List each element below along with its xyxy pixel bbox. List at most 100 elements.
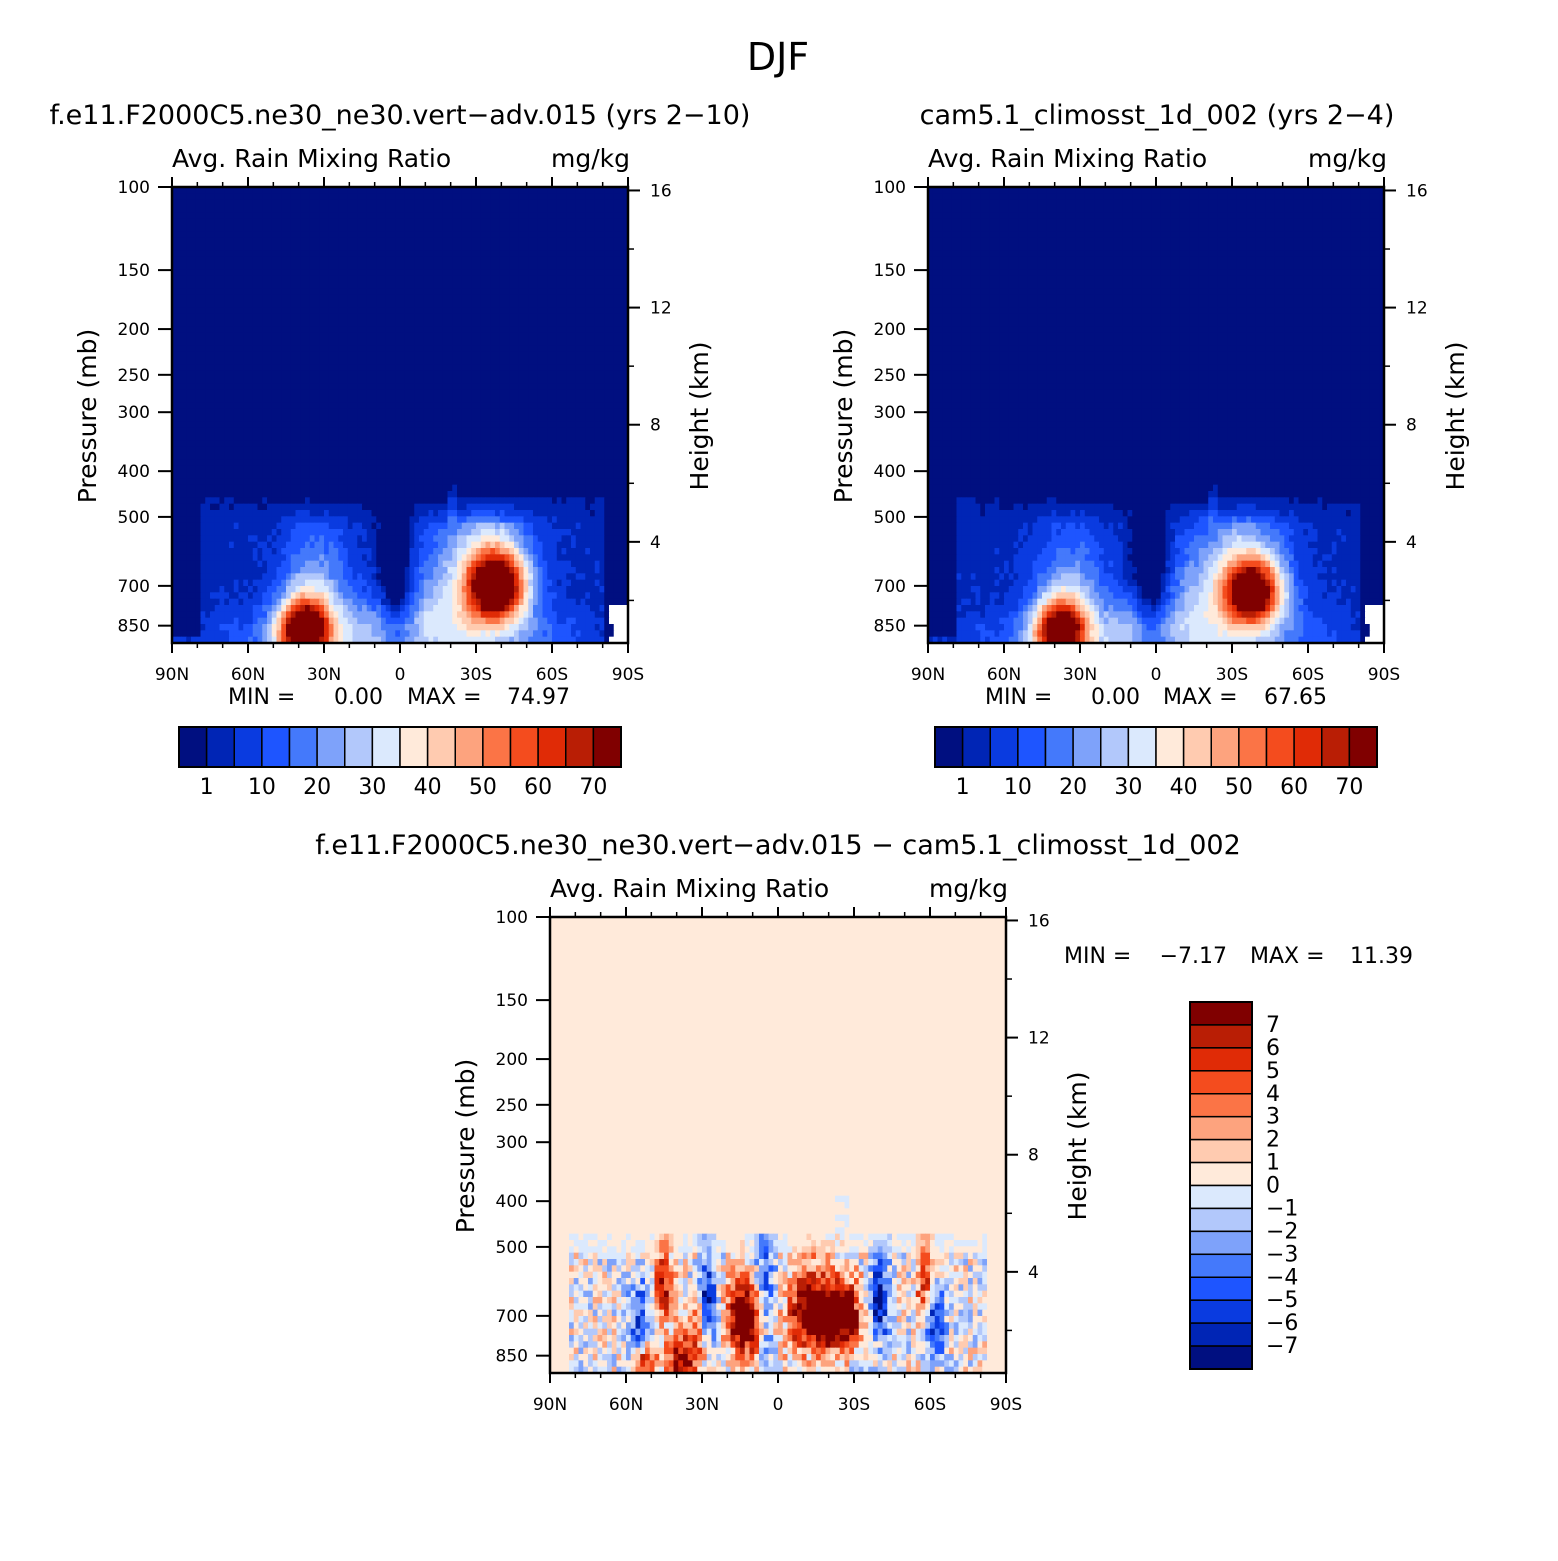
contour-cell <box>291 396 296 403</box>
contour-cell <box>258 238 263 245</box>
contour-cell <box>224 301 229 308</box>
contour-cell <box>433 200 438 207</box>
contour-cell <box>471 478 476 485</box>
contour-cell <box>376 396 381 403</box>
contour-cell <box>201 244 206 251</box>
contour-cell <box>481 307 486 314</box>
contour-cell <box>500 459 505 466</box>
contour-cell <box>519 402 524 409</box>
contour-cell <box>186 314 191 321</box>
contour-cell <box>547 421 552 428</box>
contour-cell <box>514 244 519 251</box>
contour-cell <box>566 219 571 226</box>
contour-cell <box>338 326 343 333</box>
contour-cell <box>234 345 239 352</box>
contour-cell <box>495 345 500 352</box>
contour-cell <box>400 238 405 245</box>
contour-cell <box>381 358 386 365</box>
contour-cell <box>182 257 187 264</box>
contour-cell <box>400 301 405 308</box>
contour-cell <box>310 364 315 371</box>
contour-cell <box>424 478 429 485</box>
contour-cell <box>581 504 586 511</box>
contour-cell <box>310 358 315 365</box>
contour-cell <box>177 307 182 314</box>
contour-cell <box>562 250 567 257</box>
contour-cell <box>296 390 301 397</box>
contour-cell <box>505 257 510 264</box>
contour-cell <box>614 212 619 219</box>
contour-cell <box>348 358 353 365</box>
contour-cell <box>239 193 244 200</box>
contour-cell <box>286 269 291 276</box>
contour-cell <box>481 339 486 346</box>
contour-cell <box>210 225 215 232</box>
contour-cell <box>376 269 381 276</box>
contour-cell <box>348 307 353 314</box>
contour-cell <box>234 371 239 378</box>
contour-cell <box>452 485 457 492</box>
contour-cell <box>348 257 353 264</box>
contour-cell <box>258 231 263 238</box>
contour-cell <box>281 390 286 397</box>
contour-cell <box>609 244 614 251</box>
contour-cell <box>267 212 272 219</box>
contour-cell <box>310 383 315 390</box>
contour-cell <box>443 193 448 200</box>
contour-cell <box>310 345 315 352</box>
contour-cell <box>552 440 557 447</box>
contour-cell <box>514 238 519 245</box>
contour-cell <box>410 358 415 365</box>
contour-cell <box>462 288 467 295</box>
contour-cell <box>376 466 381 473</box>
contour-cell <box>500 390 505 397</box>
contour-cell <box>348 415 353 422</box>
contour-cell <box>201 326 206 333</box>
contour-cell <box>410 428 415 435</box>
contour-cell <box>182 428 187 435</box>
contour-cell <box>533 301 538 308</box>
contour-cell <box>220 206 225 213</box>
contour-cell <box>600 358 605 365</box>
contour-cell <box>324 352 329 359</box>
contour-cell <box>186 333 191 340</box>
contour-cell <box>319 371 324 378</box>
contour-cell <box>547 415 552 422</box>
contour-cell <box>243 459 248 466</box>
contour-cell <box>405 282 410 289</box>
contour-cell <box>614 301 619 308</box>
contour-cell <box>182 434 187 441</box>
contour-cell <box>334 288 339 295</box>
contour-cell <box>220 250 225 257</box>
contour-cell <box>481 371 486 378</box>
contour-cell <box>210 485 215 492</box>
contour-cell <box>576 396 581 403</box>
contour-cell <box>609 485 614 492</box>
contour-cell <box>490 288 495 295</box>
contour-cell <box>386 257 391 264</box>
contour-cell <box>395 510 400 517</box>
contour-cell <box>267 345 272 352</box>
contour-cell <box>476 459 481 466</box>
contour-cell <box>315 497 320 504</box>
contour-cell <box>452 301 457 308</box>
contour-cell <box>528 428 533 435</box>
contour-cell <box>543 231 548 238</box>
contour-cell <box>348 193 353 200</box>
contour-cell <box>353 466 358 473</box>
contour-cell <box>533 212 538 219</box>
contour-cell <box>215 326 220 333</box>
contour-cell <box>300 428 305 435</box>
contour-cell <box>338 466 343 473</box>
contour-cell <box>196 212 201 219</box>
contour-cell <box>495 257 500 264</box>
contour-cell <box>457 491 462 498</box>
contour-cell <box>514 396 519 403</box>
contour-cell <box>196 364 201 371</box>
contour-cell <box>291 238 296 245</box>
contour-cell <box>429 383 434 390</box>
contour-cell <box>490 358 495 365</box>
contour-cell <box>538 478 543 485</box>
contour-cell <box>381 263 386 270</box>
contour-cell <box>614 377 619 384</box>
